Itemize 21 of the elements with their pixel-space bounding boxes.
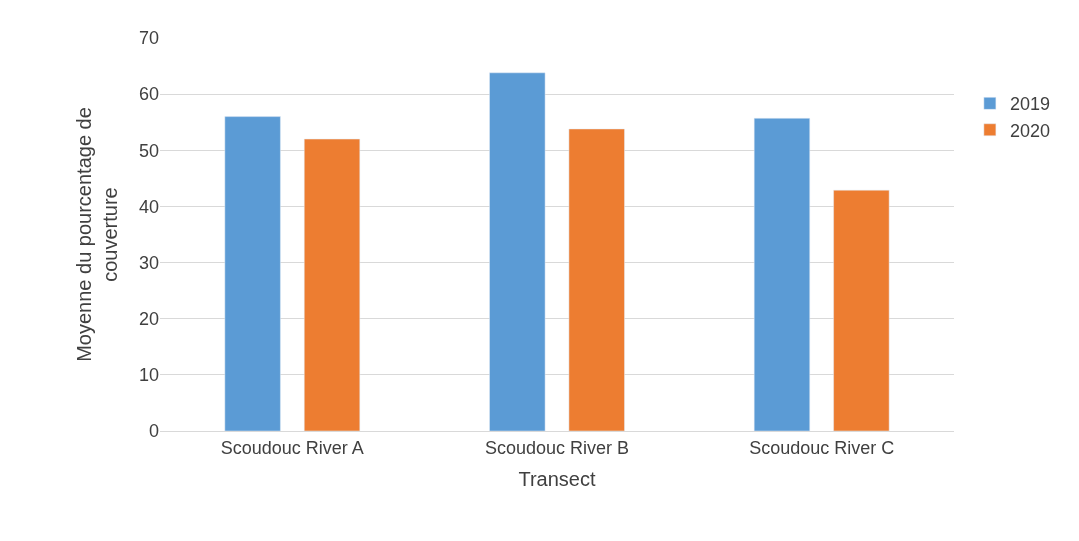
y-tick-label: 70 bbox=[138, 28, 159, 49]
y-tick-label: 40 bbox=[138, 196, 159, 217]
bar bbox=[303, 138, 361, 431]
y-tick-label: 20 bbox=[138, 309, 159, 330]
y-tick-label: 10 bbox=[138, 365, 159, 386]
bar bbox=[224, 116, 281, 431]
y-tick-label: 50 bbox=[138, 140, 159, 161]
bar bbox=[753, 118, 811, 431]
x-tick-label: Scoudouc River C bbox=[749, 437, 895, 458]
x-axis-title: Transect bbox=[518, 468, 596, 491]
x-tick-label: Scoudouc River B bbox=[484, 437, 630, 458]
legend-label: 2020 bbox=[1009, 120, 1050, 141]
bar bbox=[489, 72, 546, 431]
bar bbox=[568, 128, 625, 431]
y-axis-title: Moyenne du pourcentage de couverture bbox=[73, 107, 122, 362]
legend-label: 2019 bbox=[1009, 94, 1050, 115]
y-tick-label: 0 bbox=[148, 421, 159, 442]
y-tick-label: 60 bbox=[138, 84, 159, 105]
y-tick-label: 30 bbox=[138, 252, 159, 273]
x-tick-label: Scoudouc River A bbox=[220, 437, 364, 458]
bar bbox=[833, 189, 890, 431]
